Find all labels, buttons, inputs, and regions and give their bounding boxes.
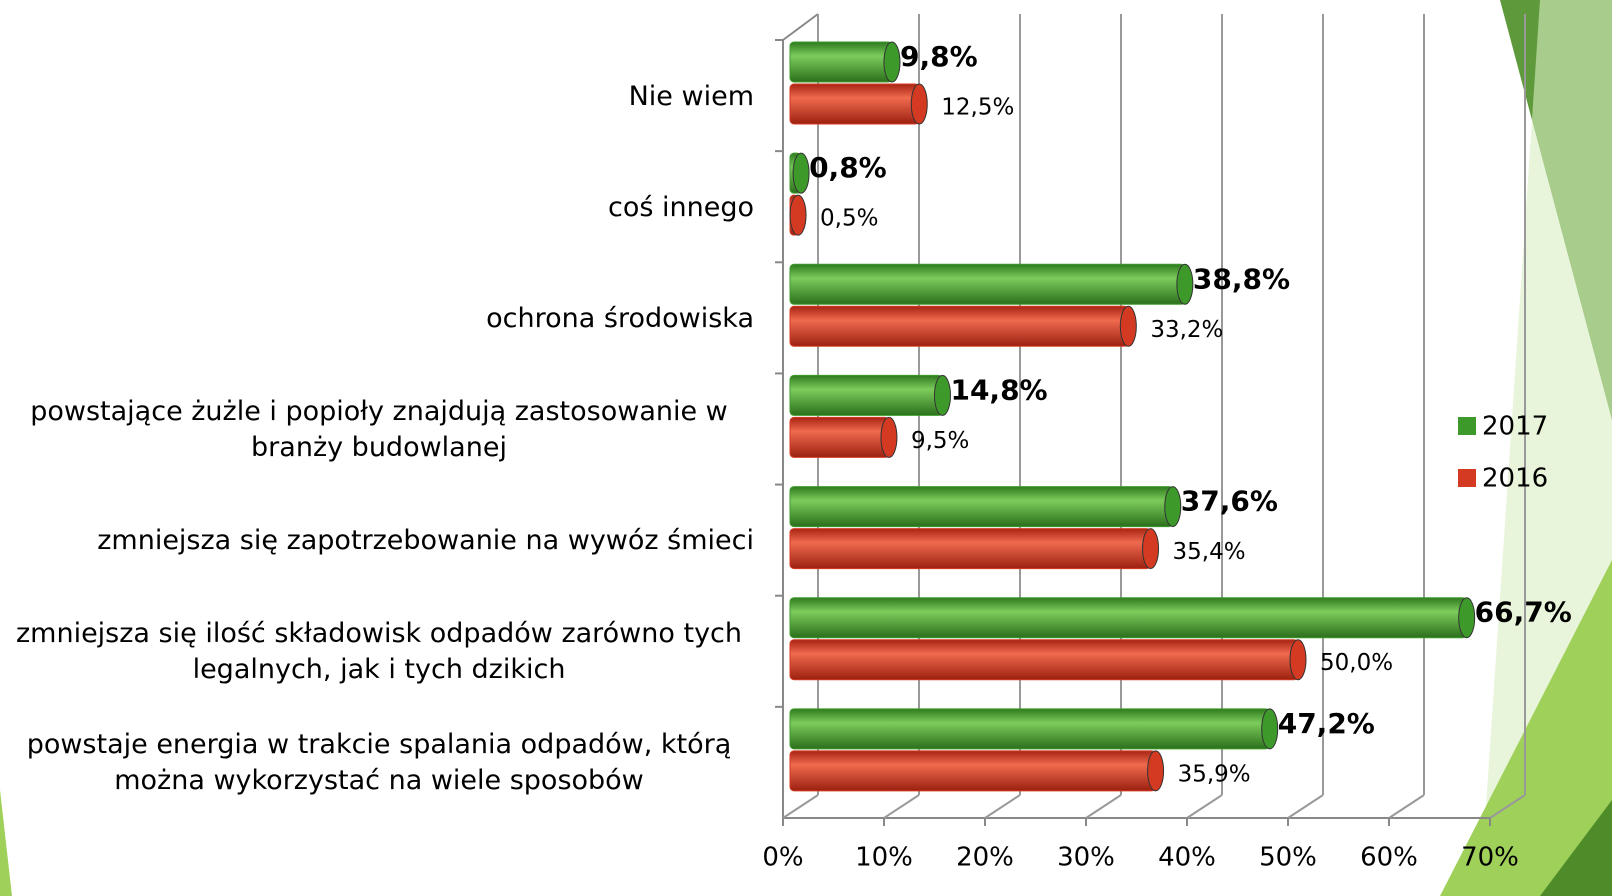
bar-cap [880,416,898,458]
bar [789,305,1129,347]
x-tick-label: 60% [1360,843,1418,873]
bar-cap [933,374,951,416]
bar [789,750,1157,792]
category-text: powstaje energia w trakcie spalania odpa… [26,729,732,797]
bar-cap [910,83,928,125]
value-label: 66,7% [1475,596,1572,629]
category-text: ochrona środowiska [486,302,754,334]
bar-cap [1147,750,1165,792]
x-tick-label: 0% [762,843,803,873]
value-label: 14,8% [950,373,1047,406]
category-label: zmniejsza się ilość składowisk odpadów z… [4,616,754,688]
x-tick-label: 40% [1158,843,1216,873]
category-label: powstaje energia w trakcie spalania odpa… [4,727,754,799]
x-tick-label: 20% [956,843,1014,873]
value-label: 37,6% [1181,485,1278,518]
legend-swatch [1458,469,1476,487]
grid-floor-line [782,794,819,819]
bar-cap [789,194,807,236]
bar-cap [1142,528,1160,570]
bar [789,41,893,83]
value-label: 0,8% [809,151,887,184]
value-label: 50,0% [1320,650,1393,676]
decoration [0,790,12,896]
bar [789,263,1186,305]
value-label: 38,8% [1193,262,1290,295]
x-tick-label: 70% [1461,843,1519,873]
x-tick-label: 30% [1057,843,1115,873]
value-label: 12,5% [941,95,1014,121]
legend-label: 2016 [1482,464,1548,494]
axis-edge [782,13,819,41]
value-label: 9,8% [900,40,978,73]
grid-floor-line [1388,794,1425,819]
grid-floor-line [883,794,920,819]
category-label: ochrona środowiska [486,301,754,337]
category-label: powstające żużle i popioły znajdują zast… [4,394,754,466]
bar-cap [1289,639,1307,681]
value-label: 35,4% [1173,539,1246,565]
grid-floor-line [984,794,1021,819]
category-text: zmniejsza się ilość składowisk odpadów z… [15,618,743,686]
category-text: powstające żużle i popioły znajdują zast… [30,396,728,463]
bar [789,639,1299,681]
bar-cap [1176,263,1194,305]
grid-floor-line [1287,794,1324,819]
value-label: 33,2% [1150,317,1223,343]
value-label: 0,5% [820,206,878,232]
bar [789,83,920,125]
bar [789,708,1271,750]
decoration [1540,800,1612,896]
bar [789,374,943,416]
x-tick-label: 10% [855,843,913,873]
bar-cap [792,152,810,194]
legend-label: 2017 [1482,412,1548,442]
category-label: coś innego [608,190,754,226]
value-label: 47,2% [1278,707,1375,740]
value-label: 35,9% [1178,761,1251,787]
bar-cap [1164,486,1182,528]
bar [789,416,890,458]
grid-floor-line [1489,794,1526,819]
x-tick-label: 50% [1259,843,1317,873]
bar [789,486,1174,528]
bar [789,528,1152,570]
bar-cap [883,41,901,83]
bar [789,597,1468,639]
category-label: Nie wiem [629,79,754,115]
grid-floor-line [1085,794,1122,819]
category-label: zmniejsza się zapotrzebowanie na wywóz ś… [97,523,754,559]
bar-cap [1458,597,1476,639]
bar-cap [1119,305,1137,347]
grid-floor-line [1186,794,1223,819]
bar-cap [1261,708,1279,750]
category-text: zmniejsza się zapotrzebowanie na wywóz ś… [97,525,754,557]
legend-swatch [1458,417,1476,435]
value-label: 9,5% [911,428,969,454]
category-text: Nie wiem [628,80,754,112]
category-text: coś innego [607,191,754,223]
